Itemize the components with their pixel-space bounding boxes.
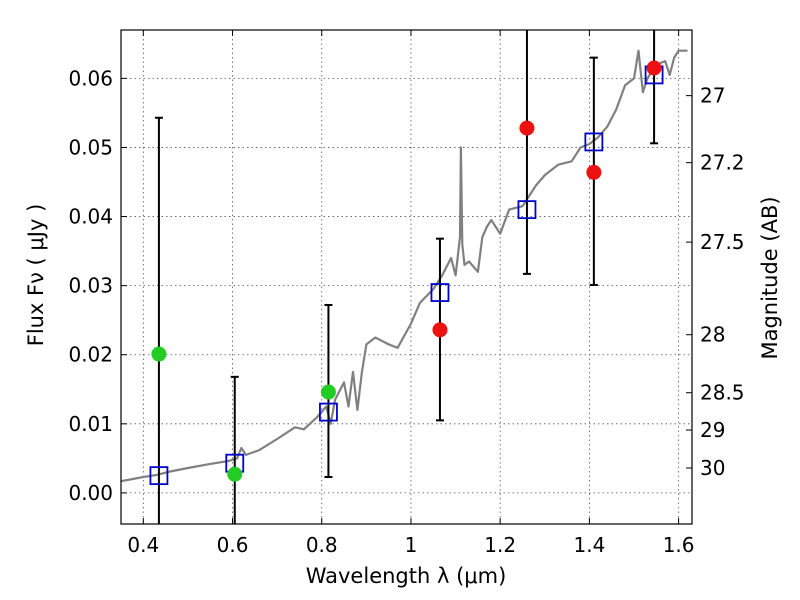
y-tick-label: 0.03 <box>68 274 113 298</box>
x-tick-label: 1.6 <box>663 533 695 557</box>
y-tick-label: 0.04 <box>68 205 113 229</box>
y2-tick-label: 28.5 <box>700 381 745 405</box>
y2-tick-label: 27 <box>700 84 725 108</box>
y2-axis-title: Magnitude (AB) <box>758 196 782 359</box>
x-tick-label: 0.6 <box>217 533 249 557</box>
x-tick-label: 1.4 <box>573 533 605 557</box>
y-axis: 0.00 0.01 0.02 0.03 0.04 0.05 0.06 <box>68 66 127 505</box>
y-axis-title: Flux Fν ( μJy ) <box>24 204 48 347</box>
data-point-square <box>584 132 604 152</box>
y-tick-label: 0.05 <box>68 135 113 159</box>
y-tick-label: 0.01 <box>68 412 113 436</box>
y2-tick-label: 27.2 <box>700 151 745 175</box>
error-bars <box>154 30 659 524</box>
y2-tick-label: 30 <box>700 456 725 480</box>
grid-lines <box>121 30 692 524</box>
x-axis-title: Wavelength λ (μm) <box>306 564 507 588</box>
data-point-circle <box>320 384 336 400</box>
data-point-square <box>430 283 450 302</box>
data-point-circle <box>646 60 662 76</box>
data-point-square <box>319 402 338 422</box>
data-point-circle <box>586 164 602 180</box>
x-tick-label: 1 <box>405 533 418 557</box>
plot-frame <box>120 29 693 525</box>
spectrum-layer <box>120 49 688 483</box>
x-tick-label: 0.4 <box>127 533 159 557</box>
y2-tick-label: 29 <box>700 418 725 442</box>
y-tick-label: 0.02 <box>68 343 113 367</box>
markers <box>149 60 664 486</box>
x-axis: 0.4 0.6 0.8 1 1.2 1.4 1.6 <box>127 30 695 557</box>
x-tick-label: 0.8 <box>306 533 338 557</box>
data-point-circle <box>151 346 167 362</box>
y2-axis: 27 27.2 27.5 28 28.5 29 30 <box>686 84 745 480</box>
y2-tick-label: 27.5 <box>700 230 745 254</box>
y-tick-label: 0.00 <box>68 481 113 505</box>
data-point-circle <box>519 120 535 136</box>
y-tick-label: 0.06 <box>68 66 113 90</box>
x-tick-label: 1.2 <box>484 533 516 557</box>
data-point-square <box>517 200 537 220</box>
data-point-circle <box>432 322 448 338</box>
y2-tick-label: 28 <box>700 323 725 347</box>
spectrum-line <box>120 49 688 483</box>
data-point-circle <box>227 466 243 482</box>
data-point-square <box>149 466 169 486</box>
